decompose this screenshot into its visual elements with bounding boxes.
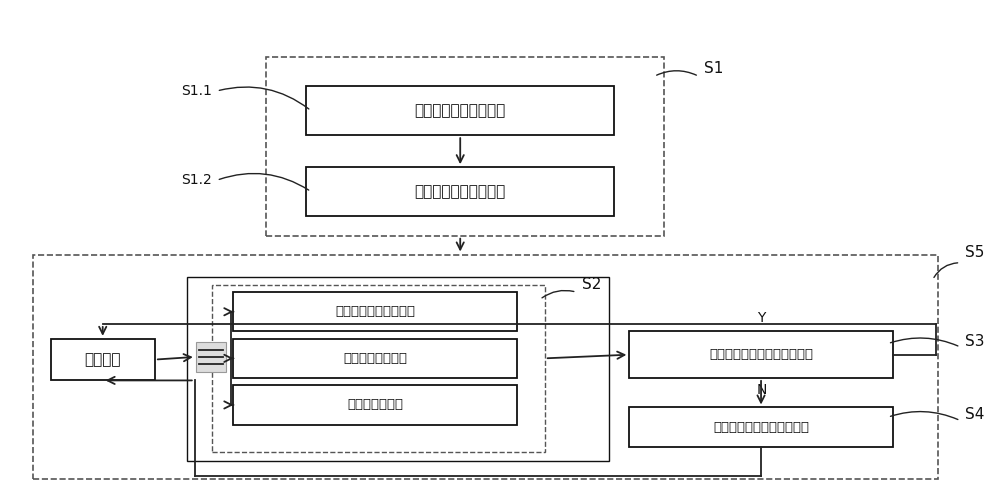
Bar — [187, 277, 609, 461]
Text: 获取轿厢内气压: 获取轿厢内气压 — [347, 398, 403, 412]
Text: S1.2: S1.2 — [181, 173, 212, 187]
Text: 获取轿厢运行参数: 获取轿厢运行参数 — [343, 352, 407, 365]
Text: S4: S4 — [965, 407, 985, 422]
Bar — [51, 339, 155, 380]
Text: S1.1: S1.1 — [181, 84, 212, 98]
Text: 数据处理并判断气压是否达标: 数据处理并判断气压是否达标 — [709, 348, 813, 361]
Bar — [233, 385, 517, 425]
Bar — [629, 331, 893, 378]
Text: 计算轿厢噪音控制目标: 计算轿厢噪音控制目标 — [415, 184, 506, 199]
Text: S2: S2 — [582, 277, 601, 292]
Text: S1: S1 — [704, 62, 723, 76]
Text: 电梯运行: 电梯运行 — [84, 352, 121, 367]
Bar — [629, 407, 893, 446]
Text: S3: S3 — [965, 334, 985, 349]
Bar — [33, 255, 938, 479]
Bar — [233, 339, 517, 378]
Bar — [306, 86, 614, 135]
Bar — [306, 167, 614, 216]
Text: S5: S5 — [965, 246, 985, 260]
Text: Y: Y — [757, 310, 766, 325]
Text: 计算强制通风装置参数: 计算强制通风装置参数 — [415, 103, 506, 118]
Text: 强制通风装置调节并道气压: 强制通风装置调节并道气压 — [713, 421, 809, 434]
Bar — [266, 57, 664, 236]
Bar — [196, 342, 226, 372]
Text: 井道气压、温湿度监测: 井道气压、温湿度监测 — [335, 305, 415, 318]
Bar — [233, 292, 517, 331]
Bar — [212, 285, 545, 451]
Text: N: N — [756, 383, 767, 397]
